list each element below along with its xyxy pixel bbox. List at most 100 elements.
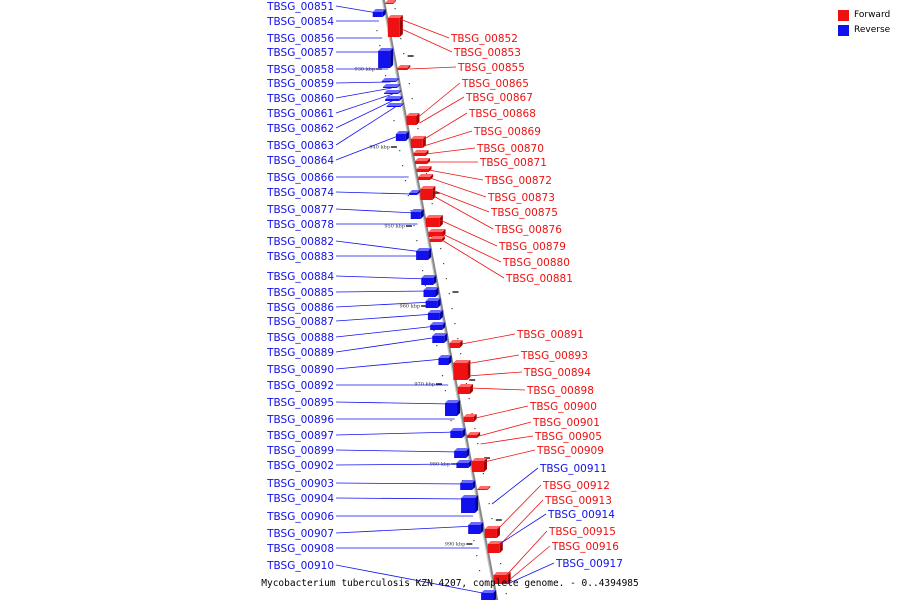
gene-label-forward: TBSG_00870 xyxy=(476,143,544,155)
backbone-dot-left xyxy=(402,165,404,167)
backbone-dot-left xyxy=(441,375,444,377)
gene-label-reverse: TBSG_00904 xyxy=(266,493,334,505)
gene-forward xyxy=(416,166,432,172)
gene-leader-forward xyxy=(433,195,494,230)
backbone-dot-left xyxy=(478,570,481,572)
gene-leader-forward xyxy=(437,218,498,247)
backbone-dot-right xyxy=(394,8,396,10)
gene-leader-forward xyxy=(461,333,516,345)
gene-label-forward: TBSG_00901 xyxy=(532,417,600,429)
gene-label-forward: TBSG_00853 xyxy=(453,47,521,59)
legend-item-reverse: Reverse xyxy=(838,23,890,37)
gene-reverse xyxy=(481,590,497,600)
gene-label-forward: TBSG_00909 xyxy=(536,445,604,457)
gene-label-reverse: TBSG_00864 xyxy=(266,155,334,167)
backbone-dot-right xyxy=(445,278,448,280)
gene-leader-reverse xyxy=(335,5,378,14)
gene-reverse xyxy=(425,298,441,308)
gene-leader-forward xyxy=(423,130,473,147)
gene-leader-reverse xyxy=(335,401,452,405)
gene-label-forward: TBSG_00855 xyxy=(457,62,525,74)
gene-label-reverse: TBSG_00863 xyxy=(266,140,334,152)
gene-leader-reverse xyxy=(335,336,440,353)
gene-forward xyxy=(397,65,411,70)
legend-label-forward: Forward xyxy=(854,10,891,20)
gene-leader-forward xyxy=(480,435,534,445)
backbone-dot-left xyxy=(450,420,452,422)
backbone-dot-right xyxy=(460,353,462,355)
gene-label-forward: TBSG_00912 xyxy=(542,480,610,492)
legend-label-reverse: Reverse xyxy=(854,25,891,35)
gene-leader-reverse xyxy=(335,93,393,114)
gene-leader-forward xyxy=(432,189,490,213)
gene-label-reverse: TBSG_00859 xyxy=(266,78,334,90)
gene-reverse xyxy=(427,310,443,320)
gene-reverse xyxy=(384,90,402,94)
gene-label-reverse: TBSG_00908 xyxy=(266,543,334,555)
gene-label-forward: TBSG_00898 xyxy=(526,385,594,397)
gene-leader-forward-blue xyxy=(491,467,539,505)
gene-label-reverse: TBSG_00907 xyxy=(266,528,334,540)
gene-forward xyxy=(457,384,473,394)
gene-leader-forward xyxy=(440,232,502,263)
gene-label-reverse: TBSG_00884 xyxy=(266,271,334,283)
gene-leader-forward xyxy=(401,28,453,53)
gene-label-reverse: TBSG_00854 xyxy=(266,16,334,28)
gene-label-forward: TBSG_00869 xyxy=(473,126,541,138)
tick-label: 990 kbp xyxy=(445,542,466,548)
gene-label-forward: TBSG_00891 xyxy=(516,329,584,341)
backbone-dot-right xyxy=(499,563,502,565)
gene-leader-forward xyxy=(429,177,487,198)
gene-label-forward: TBSG_00900 xyxy=(529,401,597,413)
gene-forward xyxy=(453,360,471,380)
gene-label-forward-blue: TBSG_00911 xyxy=(539,463,607,475)
gene-label-reverse: TBSG_00896 xyxy=(266,414,334,426)
gene-leader-forward xyxy=(425,147,476,155)
gene-label-forward: TBSG_00872 xyxy=(484,175,552,187)
gene-leader-reverse xyxy=(335,564,488,595)
gene-reverse xyxy=(381,78,399,82)
backbone-dot-right xyxy=(454,323,456,325)
gene-leader-forward-blue xyxy=(507,562,555,585)
backbone-dot-left xyxy=(424,285,427,287)
backbone-dot-right xyxy=(408,83,410,85)
gene-leader-reverse xyxy=(335,301,433,308)
gene-label-reverse: TBSG_00861 xyxy=(266,108,334,120)
gene-reverse xyxy=(430,322,446,330)
gene-reverse xyxy=(423,287,439,297)
gene-label-forward-blue: TBSG_00917 xyxy=(555,558,623,570)
legend: Forward Reverse xyxy=(838,8,890,38)
backbone-dot-right xyxy=(482,473,485,475)
gene-label-reverse: TBSG_00883 xyxy=(266,251,334,263)
gene-label-forward: TBSG_00876 xyxy=(494,224,562,236)
gene-label-reverse: TBSG_00910 xyxy=(266,560,334,572)
gene-forward xyxy=(467,432,481,438)
gene-leader-reverse xyxy=(335,482,467,485)
gene-label-forward: TBSG_00865 xyxy=(461,78,529,90)
tick-label: 960 kbp xyxy=(400,304,421,310)
gene-label-reverse: TBSG_00902 xyxy=(266,460,334,472)
backbone-dot-right xyxy=(451,308,453,310)
gene-label-reverse: TBSG_00878 xyxy=(266,219,334,231)
gene-reverse xyxy=(378,48,394,68)
gene-reverse xyxy=(450,428,466,438)
backbone-dot-left xyxy=(476,555,478,557)
backbone-dot-left xyxy=(416,240,418,242)
gene-forward xyxy=(429,236,445,242)
gene-forward xyxy=(406,113,420,125)
gene-reverse xyxy=(461,495,479,513)
backbone-dot-right xyxy=(505,593,507,595)
gene-label-reverse: TBSG_00890 xyxy=(266,364,334,376)
gene-leader-reverse xyxy=(335,290,431,293)
gene-leader-forward xyxy=(419,96,465,124)
gene-label-reverse: TBSG_00874 xyxy=(266,187,334,199)
gene-label-reverse: TBSG_00892 xyxy=(266,380,334,392)
backbone-dot-right xyxy=(491,518,493,520)
tick-label: 940 kbp xyxy=(369,145,390,151)
gene-label-reverse: TBSG_00860 xyxy=(266,93,334,105)
gene-leader-reverse xyxy=(335,208,416,214)
backbone-dot-left xyxy=(393,120,395,122)
gene-label-reverse: TBSG_00856 xyxy=(266,33,334,45)
gene-label-forward: TBSG_00879 xyxy=(498,241,566,253)
gene-label-reverse: TBSG_00899 xyxy=(266,445,334,457)
